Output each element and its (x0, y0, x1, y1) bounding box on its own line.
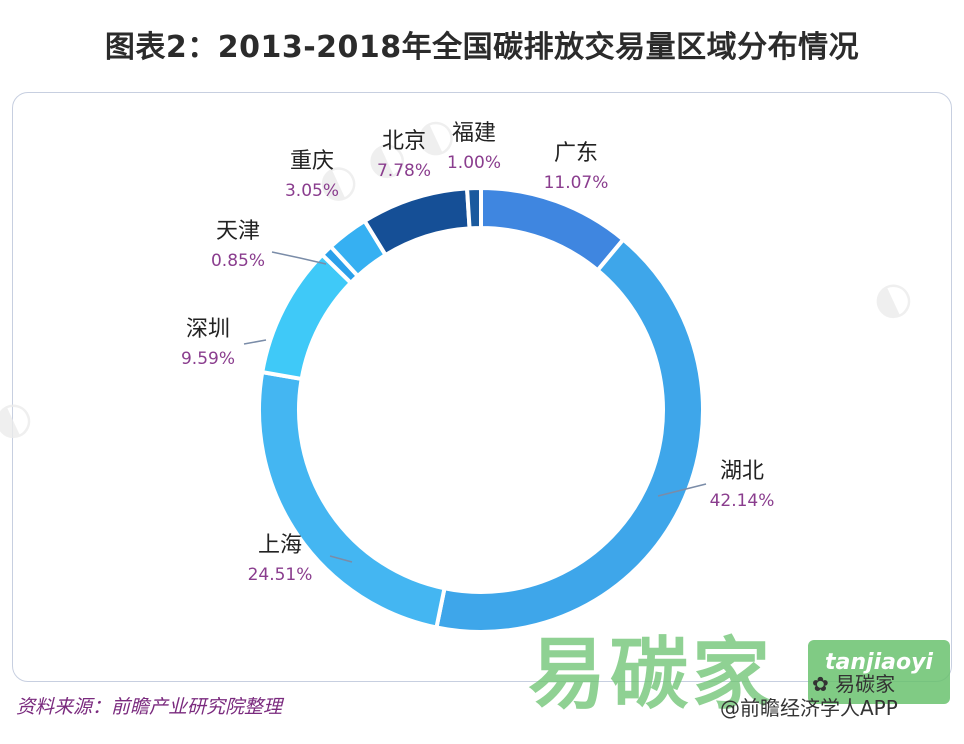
slice-value-label: 42.14% (710, 491, 775, 511)
slice-value-label: 1.00% (447, 153, 501, 173)
slice-name-label: 深圳 (186, 317, 230, 342)
donut-slice-2 (434, 236, 705, 634)
leader-line (243, 339, 267, 345)
brand-logo: tanjiaoyi (808, 640, 950, 704)
chart-title: 图表2：2013-2018年全国碳排放交易量区域分布情况 (104, 30, 860, 65)
brand-pinyin: tanjiaoyi (825, 650, 933, 675)
slice-name-label: 重庆 (290, 149, 334, 174)
slice-value-label: 0.85% (211, 251, 265, 271)
slice-labels: 广东 11.07% 湖北 42.14% 上海 24.51% 深圳 9.59% 天津 0.85% 重庆… (181, 121, 774, 585)
donut-slices (257, 185, 705, 634)
slice-name-label: 广东 (554, 141, 598, 166)
donut-slice-8 (464, 185, 483, 231)
donut-slice-3 (257, 369, 447, 630)
slice-name-label: 湖北 (720, 459, 764, 484)
credit-text: @前瞻经济学人APP (720, 696, 898, 720)
slice-name-label: 天津 (216, 219, 260, 244)
wechat-badge: ✿ 易碳家 (812, 668, 895, 697)
brand-watermark: 易碳家 (528, 630, 775, 720)
donut-slice-7 (361, 186, 472, 258)
slice-value-label: 3.05% (285, 181, 339, 201)
slice-value-label: 24.51% (248, 565, 313, 585)
slice-name-label: 上海 (258, 533, 302, 558)
leader-line (329, 555, 353, 563)
slice-name-label: 福建 (452, 121, 496, 146)
wechat-name: 易碳家 (835, 672, 896, 696)
donut-slice-1 (479, 185, 627, 274)
wechat-icon: ✿ (812, 672, 829, 696)
slice-value-label: 9.59% (181, 349, 235, 369)
slice-value-label: 11.07% (544, 173, 609, 193)
leader-line (271, 251, 327, 265)
slice-value-label: 7.78% (377, 161, 431, 181)
leader-lines (243, 251, 707, 563)
source-note: 资料来源：前瞻产业研究院整理 (16, 696, 283, 718)
donut-slice-4 (259, 251, 354, 382)
leader-line (657, 483, 707, 497)
slice-name-label: 北京 (382, 129, 426, 154)
